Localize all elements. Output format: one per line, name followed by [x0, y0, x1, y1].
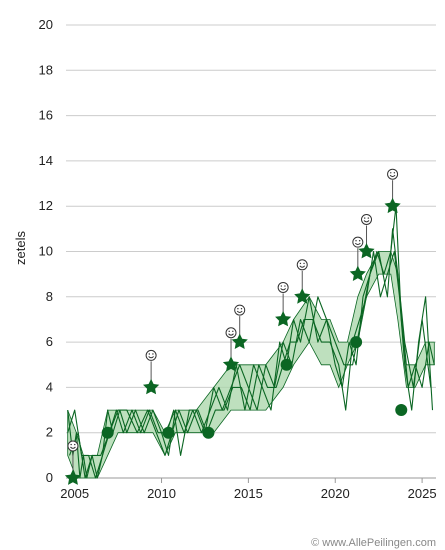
smiley-face [352, 236, 364, 248]
smiley-mouth [363, 220, 370, 223]
poll-series-line [67, 250, 434, 479]
smiley-eye [364, 217, 366, 219]
smiley-face [225, 327, 237, 339]
x-tick-label: 2015 [234, 486, 263, 501]
y-tick-label: 20 [39, 17, 53, 32]
y-tick-label: 4 [46, 379, 53, 394]
smiley-eye [299, 262, 302, 265]
smiley-eye [237, 308, 239, 310]
y-tick-label: 8 [46, 289, 53, 304]
smiley-eye [70, 443, 72, 446]
smiley-eye [148, 353, 151, 355]
x-tick-label: 2025 [408, 486, 437, 501]
result-star-marker [231, 333, 248, 349]
result-circle-marker [101, 426, 114, 439]
result-star-marker [294, 288, 311, 304]
smiley-icons [67, 168, 399, 452]
smiley-eye [355, 240, 357, 242]
result-circle-marker [350, 336, 363, 349]
y-tick-label: 18 [39, 62, 53, 77]
smiley-icon [234, 304, 246, 316]
range-band-area [67, 251, 435, 479]
smiley-eye [228, 330, 230, 333]
y-tick-label: 2 [46, 425, 53, 440]
smiley-mouth [354, 242, 361, 246]
result-markers [64, 197, 408, 485]
y-tick-label: 12 [39, 198, 53, 213]
smiley-eye [303, 262, 305, 265]
smiley-mouth [148, 356, 154, 359]
poll-series-line [67, 205, 435, 479]
smiley-face [387, 168, 399, 180]
smiley-icon [387, 168, 399, 180]
result-star-marker [64, 469, 81, 485]
smiley-face [296, 259, 308, 271]
smiley-face [67, 440, 79, 452]
smiley-eye [152, 353, 154, 355]
y-tick-label: 10 [39, 244, 53, 259]
poll-series-line [68, 228, 432, 479]
result-star-marker [349, 265, 366, 281]
result-star-marker [358, 243, 375, 259]
smiley-mouth [280, 288, 287, 291]
smiley-eye [358, 240, 361, 242]
x-tick-label: 2005 [60, 486, 89, 501]
smiley-face [234, 304, 246, 316]
result-circle-marker [162, 426, 175, 439]
smiley-mouth [299, 265, 306, 268]
x-tick-labels: 2005 2010 2015 2020 2025 [60, 486, 436, 501]
smiley-mouth [228, 333, 234, 336]
smiley-icon [277, 281, 289, 293]
smiley-eye [390, 172, 392, 174]
smiley-mouth [389, 174, 396, 178]
range-band [67, 251, 435, 479]
smiley-icon [67, 440, 79, 452]
result-star-marker [143, 378, 160, 395]
y-axis-title: zetels [13, 231, 28, 265]
smiley-eye [232, 330, 234, 333]
result-circle-marker [202, 426, 215, 439]
smiley-eye [280, 285, 283, 287]
smiley-face [361, 214, 373, 225]
poll-lines [67, 205, 435, 479]
smiley-eye [240, 308, 243, 310]
smiley-icon [145, 349, 157, 361]
x-tick-label: 2010 [147, 486, 176, 501]
smiley-face [145, 349, 157, 361]
smiley-eye [393, 172, 396, 174]
smiley-eye [284, 285, 286, 287]
credit-text: © www.AllePeilingen.com [311, 537, 436, 549]
smiley-icon [225, 327, 237, 339]
y-tick-label: 16 [39, 108, 53, 123]
smiley-icon [296, 259, 308, 271]
result-circle-marker [395, 404, 408, 417]
y-tick-labels: 0 2 4 6 8 10 12 14 16 18 20 [39, 17, 53, 485]
result-star-marker [275, 311, 292, 327]
smiley-mouth [70, 446, 76, 449]
x-tick-label: 2020 [321, 486, 350, 501]
y-tick-label: 14 [39, 153, 53, 168]
smiley-eye [367, 217, 370, 219]
y-tick-label: 0 [46, 470, 53, 485]
smiley-eye [74, 443, 76, 446]
result-circle-marker [280, 358, 293, 371]
result-star-marker [222, 356, 240, 372]
result-star-marker [384, 197, 401, 214]
smiley-icon [361, 214, 373, 225]
y-tick-label: 6 [46, 334, 53, 349]
smiley-icon [352, 236, 364, 248]
smiley-face [277, 281, 289, 293]
smiley-mouth [236, 310, 243, 313]
